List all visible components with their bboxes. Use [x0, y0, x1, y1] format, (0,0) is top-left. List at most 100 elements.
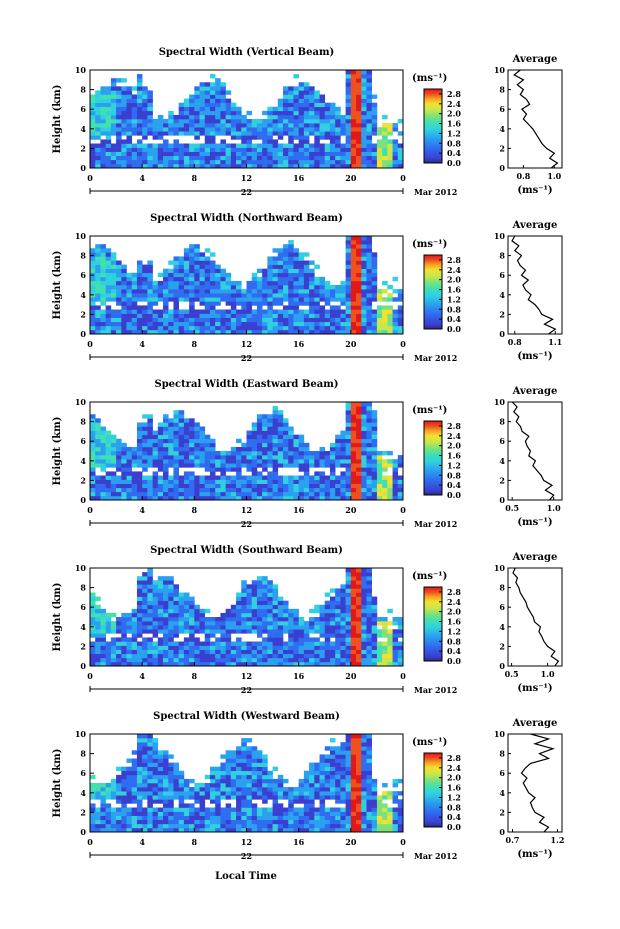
heatmap-cell [152, 280, 159, 286]
heatmap-cell [147, 799, 153, 804]
heatmap-cell [142, 293, 148, 298]
x-tick-label: 16 [293, 173, 305, 183]
heatmap-cell [209, 811, 216, 816]
heatmap-cell [371, 463, 378, 468]
heatmap-cell [241, 163, 247, 169]
heatmap-cell [142, 750, 148, 755]
heatmap-cell [246, 163, 253, 169]
heatmap-cell [152, 629, 159, 634]
heatmap-cell [267, 264, 273, 269]
heatmap-cell [236, 621, 242, 626]
heatmap-cell [100, 143, 106, 148]
heatmap-cell [345, 94, 352, 99]
heatmap-cell [272, 297, 279, 302]
heatmap-cell [241, 131, 247, 136]
heatmap-cell [163, 317, 169, 323]
heatmap-cell [189, 155, 195, 161]
heatmap-cell [189, 131, 195, 136]
heatmap-cell [163, 803, 169, 808]
heatmap-cell [356, 309, 362, 314]
heatmap-cell [126, 774, 133, 780]
avg-profile-line [511, 401, 555, 501]
heatmap-cell [131, 621, 138, 626]
heatmap-cell [209, 455, 216, 460]
heatmap-cell [95, 596, 101, 601]
heatmap-cell [194, 495, 200, 501]
heatmap-cell [335, 325, 341, 331]
heatmap-cell [293, 151, 299, 157]
heatmap-cell [215, 159, 221, 165]
heatmap-cell [350, 289, 357, 294]
heatmap-cell [267, 321, 273, 327]
heatmap-cell [194, 629, 200, 634]
heatmap-cell [178, 827, 185, 833]
heatmap-cell [189, 803, 195, 808]
heatmap-cell [277, 657, 284, 663]
heatmap-cell [189, 438, 195, 444]
heatmap-cell [90, 143, 96, 148]
heatmap-cell [225, 758, 232, 763]
heatmap-cell [215, 823, 221, 829]
heatmap-cell [142, 758, 148, 763]
heatmap-cell [142, 766, 148, 772]
heatmap-cell [361, 434, 367, 440]
heatmap-cell [194, 147, 200, 152]
heatmap-cell [335, 641, 341, 646]
heatmap-cell [335, 293, 341, 298]
heatmap-cell [288, 795, 294, 800]
heatmap-cell [199, 815, 206, 821]
heatmap-cell [314, 309, 320, 314]
heatmap-cell [116, 625, 122, 630]
heatmap-cell [309, 94, 315, 99]
heatmap-cell [350, 143, 357, 148]
heatmap-cell [366, 641, 372, 646]
heatmap-cell [382, 305, 388, 310]
heatmap-cell [251, 317, 258, 323]
heatmap-cell [298, 119, 305, 124]
heatmap-cell [288, 653, 294, 659]
heatmap-cell [314, 795, 320, 800]
heatmap-cell [209, 317, 216, 323]
heatmap-cell [277, 127, 284, 132]
heatmap-cell [236, 758, 242, 763]
heatmap-cell [366, 661, 372, 667]
heatmap-cell [173, 625, 179, 630]
heatmap-cell [142, 110, 148, 116]
heatmap-cell [199, 119, 206, 124]
heatmap-cell [136, 159, 143, 165]
heatmap-cell [277, 608, 284, 614]
heatmap-cell [131, 321, 138, 327]
heatmap-cell [256, 795, 263, 800]
heatmap-cell [345, 155, 352, 161]
heatmap-cell [220, 819, 226, 825]
heatmap-cell [251, 479, 258, 484]
heatmap-cell [236, 649, 242, 655]
heatmap-cell [314, 625, 320, 630]
heatmap-cell [100, 86, 106, 91]
heatmap-cell [298, 155, 305, 161]
heatmap-cell [319, 653, 326, 659]
heatmap-cell [126, 819, 133, 825]
heatmap-cell [230, 807, 237, 812]
heatmap-cell [288, 625, 294, 630]
heatmap-cell [361, 661, 367, 667]
heatmap-cell [309, 309, 315, 314]
heatmap-cell [277, 442, 284, 448]
heatmap-cell [199, 317, 206, 323]
heatmap-cell [178, 487, 185, 493]
heatmap-cell [131, 657, 138, 663]
panel-title: Spectral Width (Eastward Beam) [154, 379, 338, 390]
heatmap-cell [303, 774, 310, 780]
heatmap-cell [95, 434, 101, 440]
heatmap-cell [262, 612, 268, 618]
heatmap-cell [293, 293, 299, 298]
heatmap-cell [116, 147, 122, 152]
heatmap-cell [366, 491, 372, 497]
heatmap-cell [319, 774, 326, 780]
heatmap-cell [116, 114, 122, 120]
heatmap-cell [246, 110, 253, 116]
heatmap-cell [293, 649, 299, 655]
heatmap-cell [356, 252, 362, 257]
heatmap-cell [350, 147, 357, 152]
heatmap-cell [356, 102, 362, 108]
